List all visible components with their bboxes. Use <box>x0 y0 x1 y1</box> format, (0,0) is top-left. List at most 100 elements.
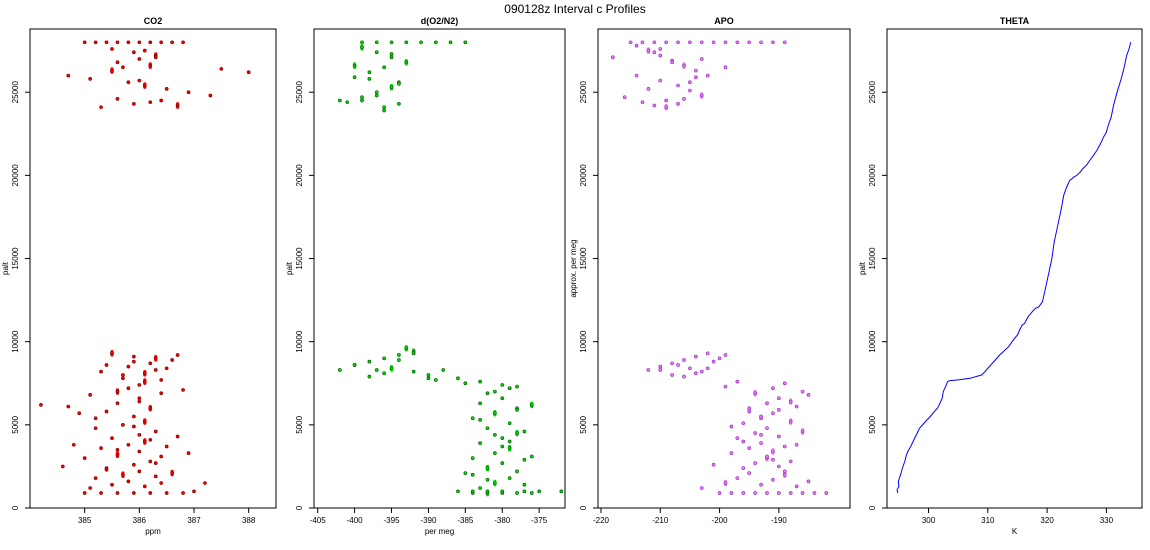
x-tick-label: -375 <box>531 516 548 525</box>
data-point <box>522 429 527 434</box>
data-point <box>493 411 497 416</box>
data-point <box>771 386 775 391</box>
data-point <box>735 436 740 440</box>
data-point <box>646 368 651 372</box>
data-point <box>192 489 196 494</box>
data-point <box>729 491 734 495</box>
data-point <box>676 40 680 45</box>
data-point <box>699 57 704 61</box>
data-point <box>246 70 251 75</box>
data-point <box>137 57 142 61</box>
x-tick-label: 388 <box>242 516 256 525</box>
data-point <box>500 383 505 387</box>
data-point <box>175 353 180 357</box>
data-point <box>126 442 131 447</box>
data-point <box>782 444 787 449</box>
data-point <box>433 378 438 382</box>
data-point <box>142 48 147 53</box>
data-point <box>115 447 120 452</box>
data-point <box>753 461 757 465</box>
data-point <box>735 40 740 45</box>
data-point <box>186 451 191 455</box>
data-point <box>170 40 174 45</box>
data-point <box>729 451 734 455</box>
data-point <box>776 491 781 495</box>
data-point <box>628 40 633 45</box>
data-point <box>507 386 512 391</box>
x-tick-label: -405 <box>310 516 327 525</box>
y-tick-label: 0 <box>295 505 304 510</box>
data-point <box>529 403 534 407</box>
data-point <box>148 40 153 45</box>
data-point <box>788 491 793 495</box>
data-point <box>688 88 692 93</box>
data-point <box>634 73 639 78</box>
data-point <box>723 384 728 389</box>
data-point <box>93 416 98 421</box>
data-point <box>137 40 142 45</box>
data-point <box>711 462 716 467</box>
data-point <box>664 105 669 110</box>
data-point <box>426 373 431 377</box>
data-point <box>652 40 657 45</box>
data-point <box>448 40 453 45</box>
x-tick-label: 300 <box>922 516 936 525</box>
data-point <box>374 50 379 55</box>
data-point <box>723 481 728 485</box>
y-tick-label: 10000 <box>868 330 877 353</box>
data-point <box>771 411 775 416</box>
y-axis-label: palt <box>858 261 867 275</box>
data-point <box>776 434 781 439</box>
data-point <box>219 67 224 71</box>
data-point <box>478 418 482 422</box>
data-point <box>142 379 147 384</box>
data-point <box>470 416 475 421</box>
data-point <box>389 85 394 90</box>
data-point <box>664 40 669 45</box>
data-point <box>382 371 386 376</box>
data-point <box>741 466 746 470</box>
data-point <box>99 105 103 110</box>
panel-4: THETA 300 310 320 330 0 5000 10000 15000 20000 250… <box>858 16 1143 536</box>
data-point <box>747 409 752 414</box>
data-point <box>759 441 763 445</box>
data-point <box>382 108 386 113</box>
y-axis-label: palt <box>1 261 10 275</box>
data-point <box>374 93 379 98</box>
data-point <box>337 368 342 372</box>
data-point <box>142 419 147 424</box>
data-point <box>132 101 136 106</box>
data-point <box>121 422 125 427</box>
data-point <box>382 356 386 361</box>
data-point <box>693 68 698 73</box>
data-point <box>132 491 136 495</box>
data-point <box>360 45 364 50</box>
data-point <box>142 484 147 489</box>
data-point <box>110 436 114 440</box>
data-point <box>610 55 615 60</box>
data-point <box>485 489 490 494</box>
data-point <box>800 429 805 434</box>
data-point <box>529 491 534 495</box>
figure-title: 090128z Interval c Profiles <box>504 2 645 16</box>
y-tick-label: 25000 <box>868 81 877 104</box>
data-point <box>110 482 114 487</box>
data-point <box>132 424 136 429</box>
x-tick-label: -220 <box>593 516 610 525</box>
data-point <box>419 40 423 45</box>
y-tick-label: 15000 <box>11 247 20 270</box>
data-point <box>153 461 158 465</box>
data-point <box>711 40 716 45</box>
data-point <box>142 371 147 376</box>
panel-3: APO -220 -210 -200 -190 0 5000 10000 15000 20000 2… <box>569 16 851 525</box>
data-point <box>688 366 692 371</box>
data-point <box>500 489 505 494</box>
data-point <box>115 389 120 394</box>
x-tick-label: -400 <box>347 516 364 525</box>
y-axis-label: approx. per meg <box>569 239 578 297</box>
data-point <box>735 476 740 480</box>
data-point <box>360 40 364 45</box>
data-point <box>794 404 799 409</box>
x-tick-label: 330 <box>1100 516 1114 525</box>
data-point <box>699 93 704 98</box>
